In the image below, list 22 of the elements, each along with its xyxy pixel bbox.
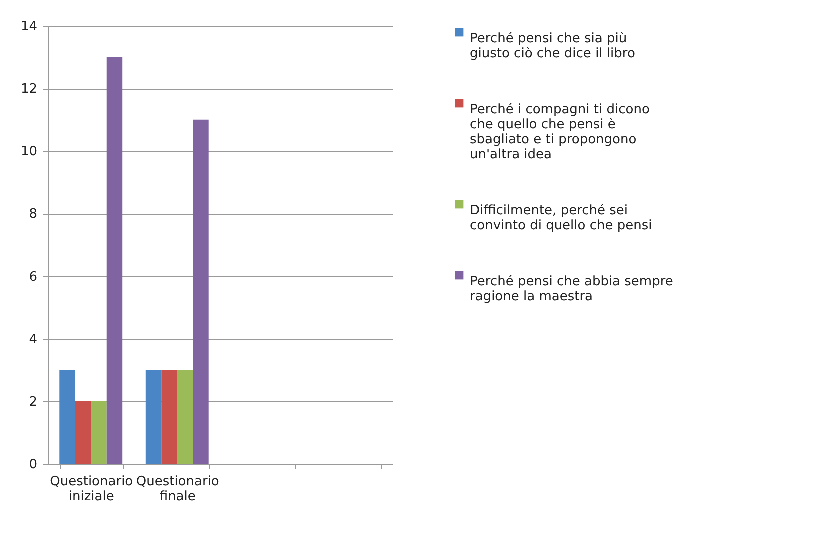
bar: [177, 370, 194, 464]
y-tick-label: 2: [29, 394, 38, 410]
bar: [106, 57, 123, 464]
y-tick-label: 8: [29, 207, 38, 222]
y-tick-label: 10: [20, 144, 38, 160]
legend-label: Difficilmente, perché sei convinto di quello che pensi: [470, 204, 652, 234]
x-tick-label: Questionario finale: [136, 474, 220, 504]
y-tick-label: 6: [29, 270, 38, 285]
bar: [60, 370, 76, 464]
legend-label: Perché pensi che abbia sempre ragione la maestra: [470, 274, 674, 304]
bar: [91, 401, 107, 464]
y-tick-label: 0: [29, 458, 38, 472]
bar: [193, 120, 209, 464]
x-tick-label: Questionario iniziale: [50, 474, 134, 504]
legend-label: Perché i compagni ti dicono che quello che pensi è sbagliato e ti propongono un'altra idea: [470, 102, 650, 162]
bar: [75, 401, 92, 464]
legend-label: Perché pensi che sia più giusto ciò che dice il libro: [470, 32, 636, 62]
bar: [162, 370, 178, 464]
y-tick-label: 4: [29, 332, 38, 348]
y-tick-label: 12: [20, 82, 38, 98]
bar: [146, 370, 162, 464]
y-tick-label: 14: [20, 20, 38, 34]
